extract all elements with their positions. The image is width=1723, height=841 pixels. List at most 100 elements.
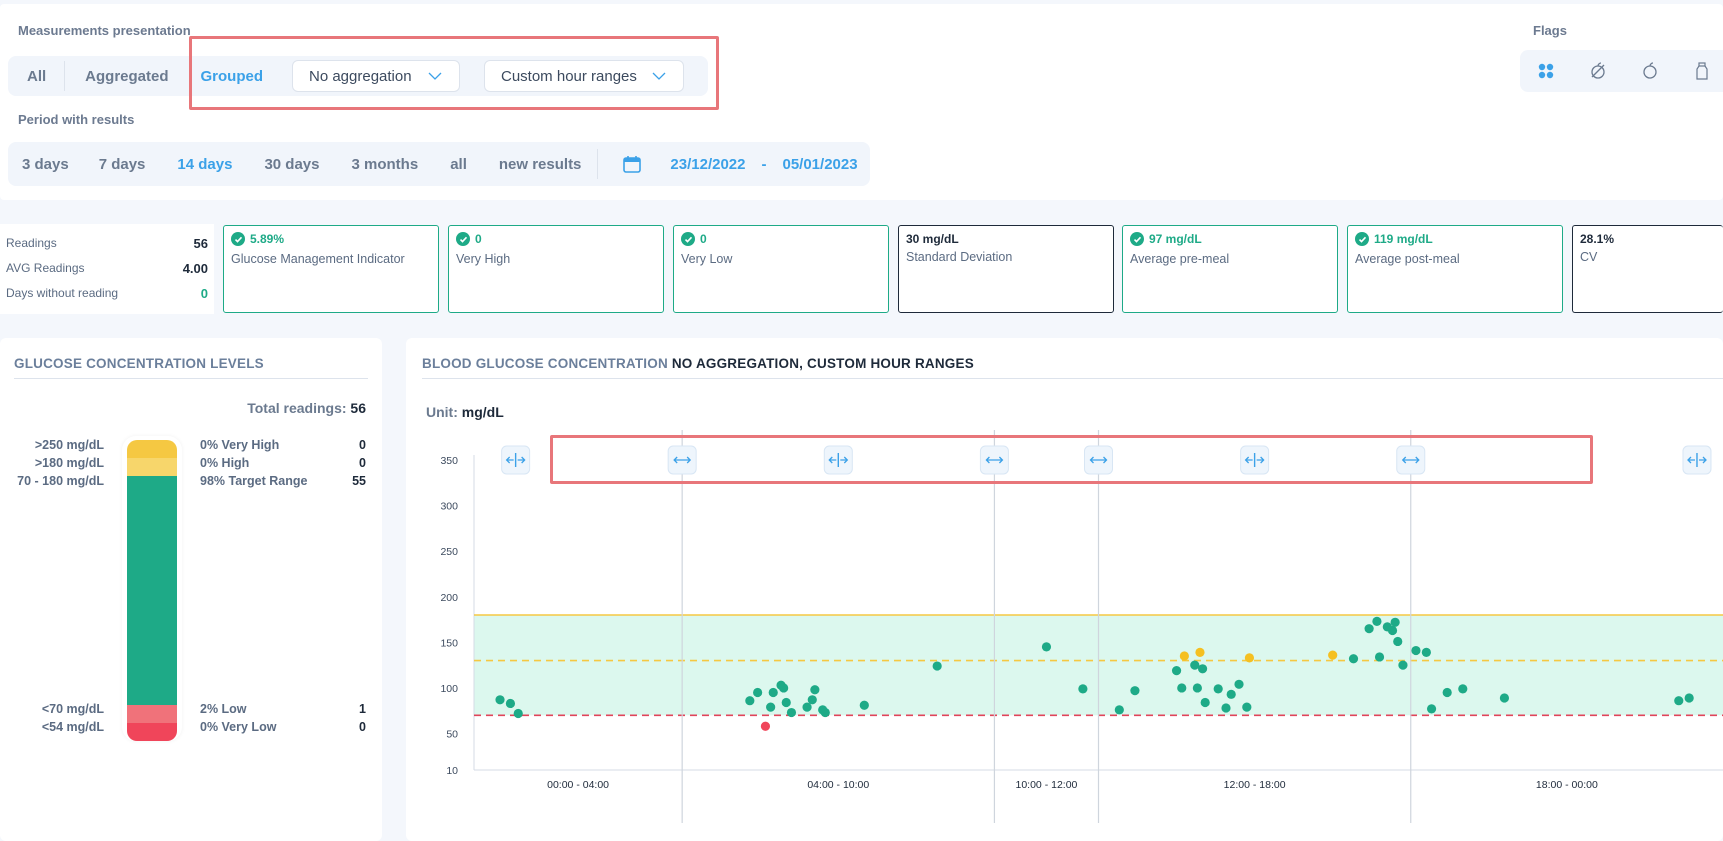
blood-glucose-panel: BLOOD GLUCOSE CONCENTRATION NO AGGREGATI… bbox=[406, 338, 1723, 841]
y-tick-label: 150 bbox=[440, 637, 458, 649]
data-point bbox=[513, 708, 523, 719]
date-range-picker[interactable]: 23/12/2022 - 05/01/2023 bbox=[612, 154, 858, 174]
data-point bbox=[1398, 660, 1408, 670]
separator bbox=[597, 149, 599, 179]
data-point bbox=[1390, 617, 1400, 627]
unit-label: Unit: mg/dL bbox=[426, 404, 504, 420]
data-point bbox=[745, 696, 755, 706]
readings-stats: Readings 56 AVG Readings 4.00 Days without… bbox=[0, 224, 214, 314]
separator bbox=[64, 61, 66, 91]
option-aggregated[interactable]: Aggregated bbox=[85, 67, 169, 85]
date-from: 23/12/2022 bbox=[670, 155, 746, 173]
data-point bbox=[820, 707, 830, 718]
glucose-levels-panel: GLUCOSE CONCENTRATION LEVELS Total readi… bbox=[0, 338, 382, 841]
data-point bbox=[1372, 616, 1382, 626]
data-point bbox=[495, 695, 505, 705]
bottle-icon[interactable] bbox=[1676, 62, 1723, 80]
glucose-scatter-chart: 10 50 100 150 200 250 300 350 00:00 - 04:00 04:00… bbox=[440, 430, 1723, 823]
data-point bbox=[1192, 683, 1202, 693]
resize-arrows-icon bbox=[1089, 456, 1108, 464]
resize-arrows-icon bbox=[985, 456, 1004, 464]
period-new-results[interactable]: new results bbox=[498, 155, 582, 173]
check-circle-icon bbox=[1355, 232, 1369, 246]
total-readings: Total readings: 56 bbox=[247, 400, 366, 416]
data-point bbox=[1078, 684, 1088, 694]
split-arrows-icon bbox=[1687, 456, 1707, 464]
data-point bbox=[768, 687, 778, 698]
card-average-pre-meal: 97 mg/dL Average pre-meal bbox=[1122, 225, 1338, 313]
data-point bbox=[1197, 664, 1208, 674]
x-category-label: 12:00 - 18:00 bbox=[1224, 779, 1286, 791]
period-14-days[interactable]: 14 days bbox=[177, 155, 233, 173]
divider bbox=[422, 378, 1723, 379]
check-circle-icon bbox=[1130, 232, 1144, 246]
card-standard-deviation: 30 mg/dL Standard Deviation bbox=[898, 225, 1114, 313]
data-point bbox=[753, 687, 763, 698]
data-point bbox=[1328, 650, 1338, 660]
flags-label: Flags bbox=[1533, 23, 1567, 38]
bar-high bbox=[127, 458, 177, 476]
x-category-label: 10:00 - 12:00 bbox=[1016, 779, 1078, 791]
period-3-months[interactable]: 3 months bbox=[351, 155, 419, 173]
range-target: 70 - 180 mg/dL bbox=[17, 474, 104, 488]
period-30-days[interactable]: 30 days bbox=[264, 155, 320, 173]
data-point bbox=[1421, 647, 1431, 657]
split-arrows-icon bbox=[505, 456, 526, 464]
data-point bbox=[1364, 624, 1374, 634]
period-segmented-control: 3 days 7 days 14 days 30 days 3 months a… bbox=[8, 142, 870, 186]
card-gmi: 5.89% Glucose Management Indicator bbox=[223, 225, 439, 313]
option-grouped[interactable]: Grouped bbox=[200, 67, 264, 85]
split-arrows-icon bbox=[1244, 456, 1265, 464]
y-tick-label: 250 bbox=[440, 546, 458, 558]
data-point bbox=[1674, 696, 1684, 706]
data-point bbox=[1179, 651, 1189, 661]
hour-range-select[interactable]: Custom hour ranges bbox=[484, 60, 684, 92]
count-very-low: 0 bbox=[359, 720, 366, 734]
data-point bbox=[760, 721, 771, 731]
check-circle-icon bbox=[456, 232, 470, 246]
grid-dots-icon[interactable] bbox=[1520, 62, 1572, 80]
data-point bbox=[1411, 645, 1421, 656]
option-all[interactable]: All bbox=[27, 67, 47, 85]
bar-very-low bbox=[127, 723, 177, 741]
count-low: 1 bbox=[359, 702, 366, 716]
pct-very-high: 0% Very High bbox=[200, 438, 280, 452]
data-point bbox=[1177, 683, 1187, 693]
chevron-down-icon bbox=[428, 72, 442, 80]
data-point bbox=[1348, 654, 1359, 664]
count-target: 55 bbox=[352, 474, 366, 488]
aggregation-select[interactable]: No aggregation bbox=[292, 60, 460, 92]
data-point bbox=[1374, 652, 1385, 662]
data-point bbox=[807, 695, 817, 705]
flags-toolbar bbox=[1520, 50, 1723, 92]
pct-low: 2% Low bbox=[200, 702, 247, 716]
resize-arrows-icon bbox=[1401, 456, 1420, 464]
data-point bbox=[1200, 697, 1210, 708]
data-point bbox=[1234, 679, 1244, 689]
data-point bbox=[1114, 705, 1124, 715]
bar-low bbox=[127, 705, 177, 723]
data-point bbox=[1499, 693, 1510, 703]
range-very-low: <54 mg/dL bbox=[41, 720, 104, 734]
no-meal-icon[interactable] bbox=[1572, 62, 1624, 80]
chart-panel-title: BLOOD GLUCOSE CONCENTRATION NO AGGREGATI… bbox=[422, 356, 974, 371]
data-point bbox=[1226, 689, 1236, 699]
period-7-days[interactable]: 7 days bbox=[98, 155, 146, 173]
split-arrows-icon bbox=[828, 456, 849, 464]
data-point bbox=[1442, 687, 1452, 698]
data-point bbox=[1171, 666, 1182, 676]
card-cv: 28.1% CV bbox=[1572, 225, 1723, 313]
chevron-down-icon bbox=[652, 72, 666, 80]
aggregation-select-value: No aggregation bbox=[309, 67, 412, 85]
data-point bbox=[1393, 636, 1403, 647]
stat-avg-readings: AVG Readings 4.00 bbox=[6, 261, 208, 276]
data-point bbox=[1684, 693, 1694, 703]
card-very-low: 0 Very Low bbox=[673, 225, 889, 313]
data-point bbox=[859, 700, 869, 710]
period-3-days[interactable]: 3 days bbox=[22, 155, 69, 173]
apple-meal-icon[interactable] bbox=[1624, 62, 1676, 80]
period-all[interactable]: all bbox=[450, 155, 467, 173]
data-point bbox=[1242, 702, 1252, 712]
levels-panel-title: GLUCOSE CONCENTRATION LEVELS bbox=[14, 356, 264, 371]
bar-target bbox=[127, 476, 177, 705]
